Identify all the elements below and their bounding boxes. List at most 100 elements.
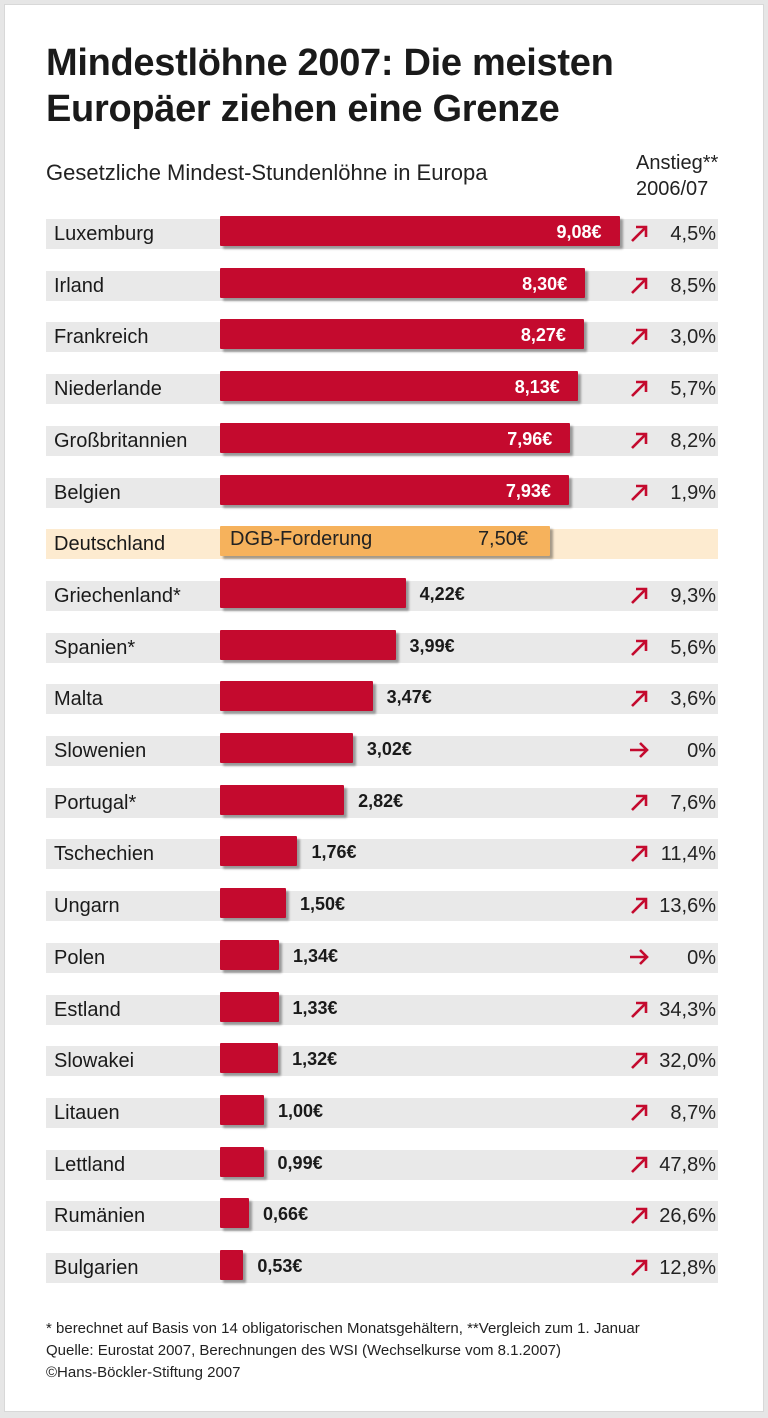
table-row: Griechenland* 4,22€ 9,3% — [46, 577, 718, 611]
copyright: ©Hans-Böckler-Stiftung 2007 — [46, 1364, 241, 1381]
country-label: Portugal* — [54, 791, 137, 814]
country-label: Luxemburg — [54, 223, 155, 245]
arrow-up-right-icon — [631, 484, 648, 501]
bar-mark — [220, 1146, 264, 1177]
change-value: 9,3% — [670, 584, 716, 607]
bar-value-label: 7,93€ — [505, 480, 551, 501]
bar-mark — [220, 1250, 244, 1280]
bar-note: DGB-Forderung — [230, 528, 373, 551]
table-row: Litauen 1,00€ 8,7% — [46, 1094, 718, 1128]
bar-value-label: 2,82€ — [358, 790, 404, 811]
arrow-up-right-icon — [631, 432, 648, 449]
source: Quelle: Eurostat 2007, Berechnungen des … — [46, 1342, 562, 1359]
country-label: Spanien* — [54, 636, 136, 659]
arrow-up-right-icon — [631, 277, 648, 294]
bar-value-label: 7,50€ — [477, 528, 528, 551]
bar-mark — [220, 216, 620, 246]
country-label: Deutschland — [54, 533, 166, 556]
bar-mark — [220, 474, 569, 505]
arrow-up-right-icon — [631, 1207, 648, 1225]
bar-mark — [220, 371, 578, 402]
bar-mark — [220, 1043, 279, 1074]
table-row: Ungarn 1,50€ 13,6% — [46, 888, 718, 922]
change-value: 32,0% — [659, 1050, 716, 1073]
arrow-up-right-icon — [631, 380, 648, 398]
footnote: * berechnet auf Basis von 14 obligatoris… — [46, 1320, 640, 1337]
country-label: Niederlande — [54, 378, 162, 401]
country-label: Belgien — [54, 481, 121, 504]
change-value: 5,6% — [670, 636, 716, 659]
bar-value-label: 1,50€ — [300, 894, 346, 915]
bar-value-label: 3,99€ — [409, 635, 455, 656]
arrow-up-right-icon — [631, 225, 648, 242]
bar-mark — [220, 267, 586, 298]
table-row: Tschechien 1,76€ 11,4% — [46, 836, 718, 870]
change-value: 3,6% — [670, 688, 716, 711]
arrow-up-right-icon — [631, 587, 648, 604]
country-label: Frankreich — [54, 326, 149, 349]
arrow-up-right-icon — [631, 1156, 648, 1173]
country-label: Litauen — [54, 1101, 120, 1124]
chart-title: Mindestlöhne 2007: Die meisten Europäer … — [46, 42, 614, 130]
table-row: Slowenien 3,02€ 0% — [46, 733, 718, 766]
change-value: 3,0% — [670, 326, 716, 349]
change-value: 12,8% — [659, 1257, 716, 1279]
bar-value-label: 1,76€ — [311, 842, 357, 863]
country-label: Großbritannien — [54, 429, 188, 452]
bar-value-label: 3,47€ — [386, 687, 432, 708]
table-row: Portugal* 2,82€ 7,6% — [46, 784, 718, 818]
bar-mark: DGB-Forderung 7,50€ — [220, 526, 550, 557]
table-row: Irland 8,30€ 8,5% — [46, 267, 718, 301]
country-label: Slowenien — [54, 740, 147, 762]
bar-mark — [220, 888, 286, 919]
change-value: 0% — [687, 946, 716, 969]
arrow-right-icon — [630, 948, 649, 965]
arrow-right-icon — [630, 742, 649, 758]
country-label: Griechenland* — [54, 584, 181, 607]
bar-mark — [220, 319, 584, 350]
country-label: Bulgarien — [54, 1257, 139, 1279]
bar-value-label: 1,34€ — [292, 945, 338, 966]
arrow-up-right-icon — [631, 639, 648, 656]
chart-subtitle: Gesetzliche Mindest-Stundenlöhne in Euro… — [46, 160, 488, 185]
arrow-up-right-icon — [631, 897, 648, 915]
bar-value-label: 4,22€ — [419, 583, 465, 604]
bar-value-label: 0,99€ — [277, 1152, 323, 1173]
table-row: Slowakei 1,32€ 32,0% — [46, 1043, 718, 1077]
arrow-up-right-icon — [631, 794, 648, 811]
change-value: 34,3% — [659, 998, 716, 1021]
table-row: Polen 1,34€ 0% — [46, 939, 718, 973]
country-label: Lettland — [54, 1153, 126, 1176]
bar-value-label: 0,53€ — [257, 1256, 303, 1276]
change-value: 8,5% — [670, 274, 716, 297]
change-column-header: Anstieg** 2006/07 — [636, 150, 718, 202]
bar-mark — [220, 681, 373, 712]
country-label: Malta — [54, 688, 103, 711]
change-value: 7,6% — [670, 791, 716, 814]
country-label: Polen — [54, 946, 106, 969]
arrow-up-right-icon — [631, 329, 648, 346]
bar-value-label: 8,13€ — [514, 377, 560, 398]
change-value: 47,8% — [659, 1153, 716, 1176]
country-label: Tschechien — [54, 843, 155, 866]
bar-value-label: 7,96€ — [507, 428, 553, 449]
change-header-line2: 2006/07 — [636, 178, 709, 200]
change-value: 5,7% — [670, 378, 716, 401]
footer: * berechnet auf Basis von 14 obligatoris… — [46, 1318, 640, 1384]
country-label: Irland — [54, 274, 105, 297]
table-row: Malta 3,47€ 3,6% — [46, 681, 718, 715]
arrow-up-right-icon — [631, 846, 648, 863]
country-label: Estland — [54, 998, 121, 1021]
bar-mark — [220, 836, 298, 867]
bar-mark — [220, 939, 279, 970]
change-value: 1,9% — [670, 481, 716, 504]
table-row: Rumänien 0,66€ 26,6% — [46, 1198, 718, 1232]
arrow-up-right-icon — [631, 690, 648, 708]
bar-value-label: 8,30€ — [522, 273, 568, 294]
change-header-line1: Anstieg** — [636, 152, 719, 174]
bar-mark — [220, 577, 406, 608]
country-label: Rumänien — [54, 1205, 146, 1228]
bar-value-label: 1,32€ — [292, 1049, 338, 1070]
bar-value-label: 9,08€ — [556, 222, 602, 242]
table-row: Lettland 0,99€ 47,8% — [46, 1146, 718, 1180]
